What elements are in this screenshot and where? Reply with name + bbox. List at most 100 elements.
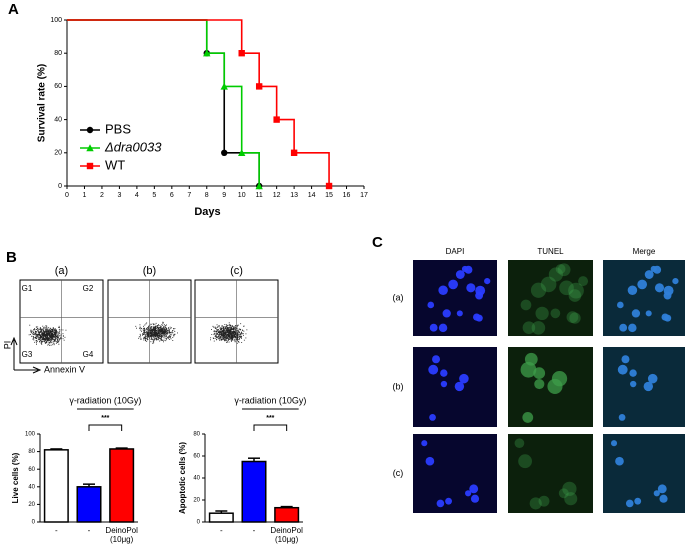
nucleus	[520, 299, 532, 311]
x-tick-label-box: -	[220, 526, 223, 535]
panel-label: A	[8, 1, 19, 18]
y-tick-label: 0	[32, 520, 36, 526]
nucleus	[518, 454, 532, 469]
nucleus	[529, 497, 542, 510]
nucleus	[436, 499, 445, 508]
y-tick-label: 20	[193, 498, 200, 504]
x-tick-label: 0	[65, 192, 69, 199]
bar-title: γ-radiation (10Gy)	[69, 395, 141, 405]
nucleus	[540, 276, 557, 293]
y-tick-label: 60	[54, 83, 62, 90]
bracket	[253, 424, 288, 431]
nucleus	[522, 412, 534, 423]
x-tick-label: DeinoPol (10μg)	[270, 526, 303, 544]
x-tick-label: -	[54, 526, 58, 535]
significance: ***	[266, 415, 274, 422]
marker	[203, 49, 211, 57]
flow-y-label: PI	[2, 341, 12, 350]
legend-label: PBS	[105, 121, 131, 136]
nucleus	[455, 270, 465, 279]
gate-label: G1	[22, 284, 33, 293]
x-tick-label: 7	[187, 192, 191, 199]
nucleus	[548, 267, 563, 282]
nucleus	[440, 380, 448, 388]
y-tick-label: 0	[58, 183, 62, 190]
x-tick-label: DeinoPol (10μg)	[105, 526, 138, 544]
nucleus	[569, 312, 581, 324]
x-tick-label: 11	[256, 192, 263, 199]
nucleus	[538, 495, 550, 507]
gate-label: G2	[83, 284, 94, 293]
nucleus	[470, 494, 480, 503]
nucleus	[647, 373, 658, 384]
nucleus	[659, 494, 668, 503]
nucleus	[637, 279, 648, 290]
x-tick-label: 16	[343, 192, 351, 199]
marker	[220, 82, 228, 90]
x-tick-label: 12	[273, 192, 281, 199]
flow-dots	[28, 324, 67, 346]
y-tick-label: 40	[28, 484, 35, 490]
nucleus	[672, 277, 679, 285]
nucleus	[522, 321, 536, 334]
nucleus	[650, 265, 657, 273]
bar	[274, 506, 300, 523]
x-tick-label: 17	[360, 192, 368, 199]
nucleus	[625, 499, 634, 508]
marker	[273, 116, 280, 123]
nucleus	[484, 277, 491, 285]
y-tick-label: 20	[28, 502, 35, 508]
nucleus	[438, 323, 448, 333]
bar	[109, 448, 135, 523]
nucleus	[663, 285, 674, 296]
nucleus	[429, 414, 436, 421]
nucleus	[634, 497, 642, 505]
bar	[76, 486, 102, 523]
bar	[208, 512, 234, 523]
nucleus	[427, 301, 435, 309]
y-tick-label: 60	[193, 454, 200, 460]
nucleus	[643, 381, 654, 392]
x-tick-label-box: -	[88, 526, 91, 535]
bracket	[88, 424, 123, 431]
nucleus	[429, 323, 438, 332]
nucleus	[428, 364, 439, 375]
y-tick-label: 40	[193, 476, 200, 482]
micrograph	[603, 434, 685, 513]
survival-line	[67, 19, 260, 186]
nucleus	[619, 323, 628, 332]
nucleus	[438, 285, 448, 295]
y-tick-label: 80	[54, 50, 62, 57]
nucleus	[568, 289, 582, 302]
x-tick-label: 5	[152, 192, 156, 199]
x-tick-label: 9	[222, 192, 226, 199]
column-label: TUNEL	[537, 247, 564, 256]
nucleus	[621, 355, 630, 364]
marker	[255, 182, 263, 190]
marker	[238, 50, 245, 57]
panel-label: C	[372, 234, 383, 251]
nucleus	[578, 276, 589, 287]
micrograph	[413, 434, 497, 513]
x-tick-label-box: DeinoPol (10μg)	[105, 526, 138, 544]
y-tick-label: 80	[193, 432, 200, 438]
x-tick-label: 14	[308, 192, 316, 199]
nucleus	[551, 371, 568, 387]
x-tick-label: 1	[83, 192, 87, 199]
gate-label: G3	[22, 350, 33, 359]
nucleus	[448, 279, 458, 290]
y-tick-label: 60	[28, 467, 35, 473]
nucleus	[562, 481, 577, 496]
nucleus	[566, 311, 579, 323]
x-tick-label: 2	[100, 192, 104, 199]
nucleus	[454, 381, 465, 392]
nucleus	[475, 285, 486, 296]
significance: ***	[101, 415, 109, 422]
micrograph	[603, 260, 685, 336]
gate-label: G4	[83, 350, 94, 359]
x-tick-label-box: DeinoPol (10μg)	[270, 526, 303, 544]
nucleus	[618, 414, 626, 421]
x-tick-label-box: -	[54, 526, 58, 535]
nucleus	[664, 314, 672, 322]
nucleus	[630, 380, 637, 388]
